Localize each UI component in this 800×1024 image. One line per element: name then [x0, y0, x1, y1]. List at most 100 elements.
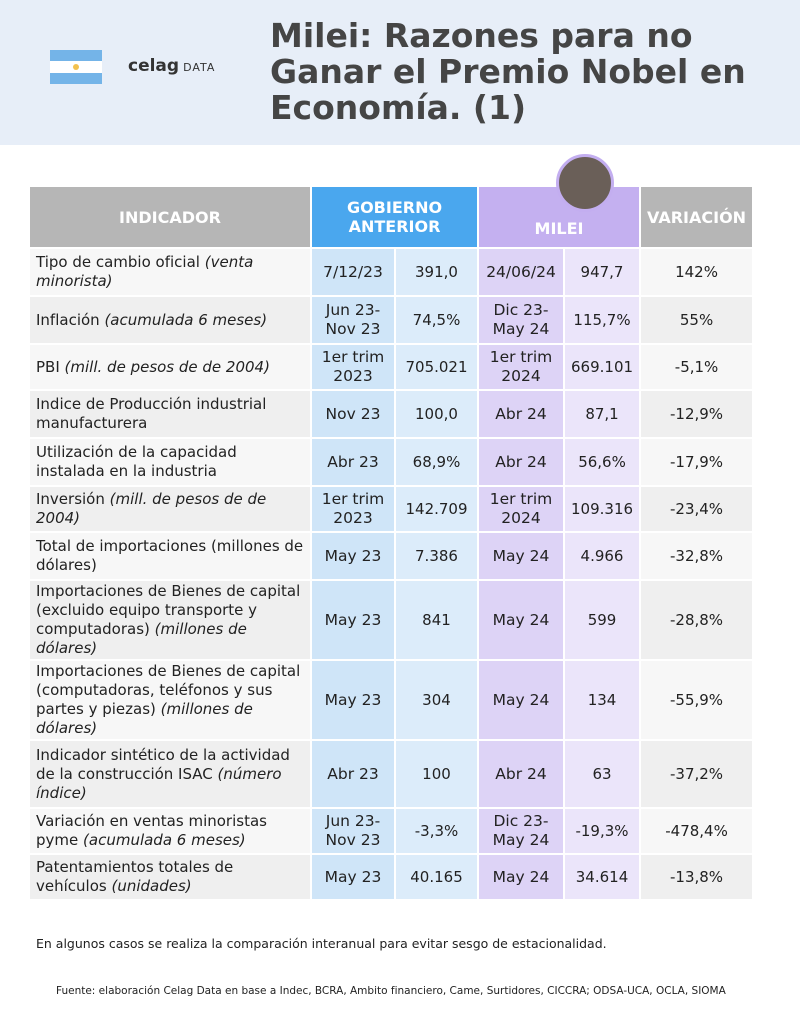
column-header: VARIACIÓN	[641, 187, 753, 247]
indicator-cell: Variación en ventas minoristas pyme (acu…	[30, 809, 310, 853]
indicator-note: (acumulada 6 meses)	[83, 831, 246, 849]
row: Total de importaciones (millones de dóla…	[30, 533, 753, 579]
indicator: Tipo de cambio oficial	[36, 253, 200, 271]
value: 599	[565, 581, 640, 659]
variation: 142%	[641, 249, 753, 295]
indicator-cell: Importaciones de Bienes de capital (excl…	[30, 581, 310, 659]
indicator-cell: Total de importaciones (millones de dóla…	[30, 533, 310, 579]
variation: -32,8%	[641, 533, 753, 579]
indicator-cell: Patentamientos totales de vehículos (uni…	[30, 855, 310, 899]
indicator-cell: Indicador sintético de la actividad de l…	[30, 741, 310, 807]
period: 1er trim 2023	[312, 487, 394, 531]
logo: celag DATA	[128, 56, 215, 76]
indicator-note: (mill. de pesos de de 2004)	[36, 490, 267, 527]
variation: -28,8%	[641, 581, 753, 659]
indicator-cell: Utilización de la capacidad instalada en…	[30, 439, 310, 485]
value: 304	[396, 661, 477, 739]
value: 947,7	[565, 249, 640, 295]
indicator-note: (venta minorista)	[36, 253, 254, 290]
period: 1er trim 2023	[312, 345, 394, 389]
indicator: Importaciones de Bienes de capital (excl…	[36, 582, 301, 638]
row: Tipo de cambio oficial (venta minorista)…	[30, 249, 753, 295]
value: 705.021	[396, 345, 477, 389]
indicator: Variación en ventas minoristas pyme	[36, 812, 267, 849]
value: 34.614	[565, 855, 640, 899]
value: 841	[396, 581, 477, 659]
indicator-note: (unidades)	[111, 877, 192, 895]
variation: 55%	[641, 297, 753, 343]
period: May 23	[312, 661, 394, 739]
period: May 24	[479, 533, 563, 579]
variation: -17,9%	[641, 439, 753, 485]
value: 56,6%	[565, 439, 640, 485]
period: Abr 24	[479, 439, 563, 485]
value: 63	[565, 741, 640, 807]
value: 100	[396, 741, 477, 807]
indicator-cell: Indice de Producción industrial manufact…	[30, 391, 310, 437]
header-row: INDICADOR GOBIERNO ANTERIOR MILEI VARIACIÓN	[30, 187, 753, 247]
title: Milei: Razones para no Ganar el Premio N…	[270, 16, 746, 127]
value: 142.709	[396, 487, 477, 531]
indicator: Indice de Producción industrial manufact…	[36, 395, 267, 432]
header: celag DATA Milei: Razones para no Ganar e…	[0, 0, 800, 145]
period: Abr 23	[312, 439, 394, 485]
period: 1er trim 2024	[479, 345, 563, 389]
indicator: Importaciones de Bienes de capital (comp…	[36, 662, 301, 718]
indicator-cell: Inversión (mill. de pesos de de 2004)	[30, 487, 310, 531]
avatar	[556, 154, 614, 212]
row: Inflación (acumulada 6 meses) Jun 23-Nov …	[30, 297, 753, 343]
logo-text: celag	[128, 56, 180, 76]
variation: -12,9%	[641, 391, 753, 437]
value: 669.101	[565, 345, 640, 389]
indicator-note: (mill. de pesos de de 2004)	[64, 357, 270, 376]
indicator-cell: Tipo de cambio oficial (venta minorista)	[30, 249, 310, 295]
value: 134	[565, 661, 640, 739]
indicator-cell: PBI (mill. de pesos de de 2004)	[30, 345, 310, 389]
column-header: INDICADOR	[30, 187, 310, 247]
value: 4.966	[565, 533, 640, 579]
footnote: En algunos casos se realiza la comparaci…	[36, 936, 607, 951]
value: 109.316	[565, 487, 640, 531]
indicator: Indicador sintético de la actividad de l…	[36, 745, 290, 783]
row: Inversión (mill. de pesos de de 2004) 1er…	[30, 487, 753, 531]
period: May 23	[312, 533, 394, 579]
indicator: Utilización de la capacidad instalada en…	[36, 443, 237, 480]
row: Importaciones de Bienes de capital (comp…	[30, 661, 753, 739]
source: Fuente: elaboración Celag Data en base a…	[56, 985, 726, 997]
variation: -478,4%	[641, 809, 753, 853]
value: 391,0	[396, 249, 477, 295]
value: -19,3%	[565, 809, 640, 853]
indicator-note: (número índice)	[36, 764, 282, 802]
period: 7/12/23	[312, 249, 394, 295]
period: Dic 23-May 24	[479, 809, 563, 853]
logo-sub: DATA	[183, 61, 216, 74]
row: PBI (mill. de pesos de de 2004) 1er trim …	[30, 345, 753, 389]
period: Abr 24	[479, 741, 563, 807]
value: 100,0	[396, 391, 477, 437]
indicator-cell: Inflación (acumulada 6 meses)	[30, 297, 310, 343]
variation: -5,1%	[641, 345, 753, 389]
indicator-note: (millones de dólares)	[36, 700, 253, 737]
value: -3,3%	[396, 809, 477, 853]
table: INDICADOR GOBIERNO ANTERIOR MILEI VARIACIÓN…	[28, 185, 754, 901]
indicator: Total de importaciones (millones de dóla…	[36, 537, 304, 574]
column-header: MILEI	[479, 187, 640, 247]
column-header: GOBIERNO ANTERIOR	[312, 187, 477, 247]
period: Abr 23	[312, 741, 394, 807]
period: 24/06/24	[479, 249, 563, 295]
period: Jun 23-Nov 23	[312, 297, 394, 343]
value: 7.386	[396, 533, 477, 579]
indicator: Patentamientos totales de vehículos	[36, 858, 234, 895]
indicator-cell: Importaciones de Bienes de capital (comp…	[30, 661, 310, 739]
variation: -55,9%	[641, 661, 753, 739]
period: Jun 23-Nov 23	[312, 809, 394, 853]
row: Importaciones de Bienes de capital (excl…	[30, 581, 753, 659]
indicator-note: (millones de dólares)	[36, 620, 247, 657]
indicator: Inflación	[36, 310, 100, 329]
row: Utilización de la capacidad instalada en…	[30, 439, 753, 485]
indicator: PBI	[36, 357, 60, 376]
flag	[50, 50, 102, 84]
row: Patentamientos totales de vehículos (uni…	[30, 855, 753, 899]
value: 40.165	[396, 855, 477, 899]
